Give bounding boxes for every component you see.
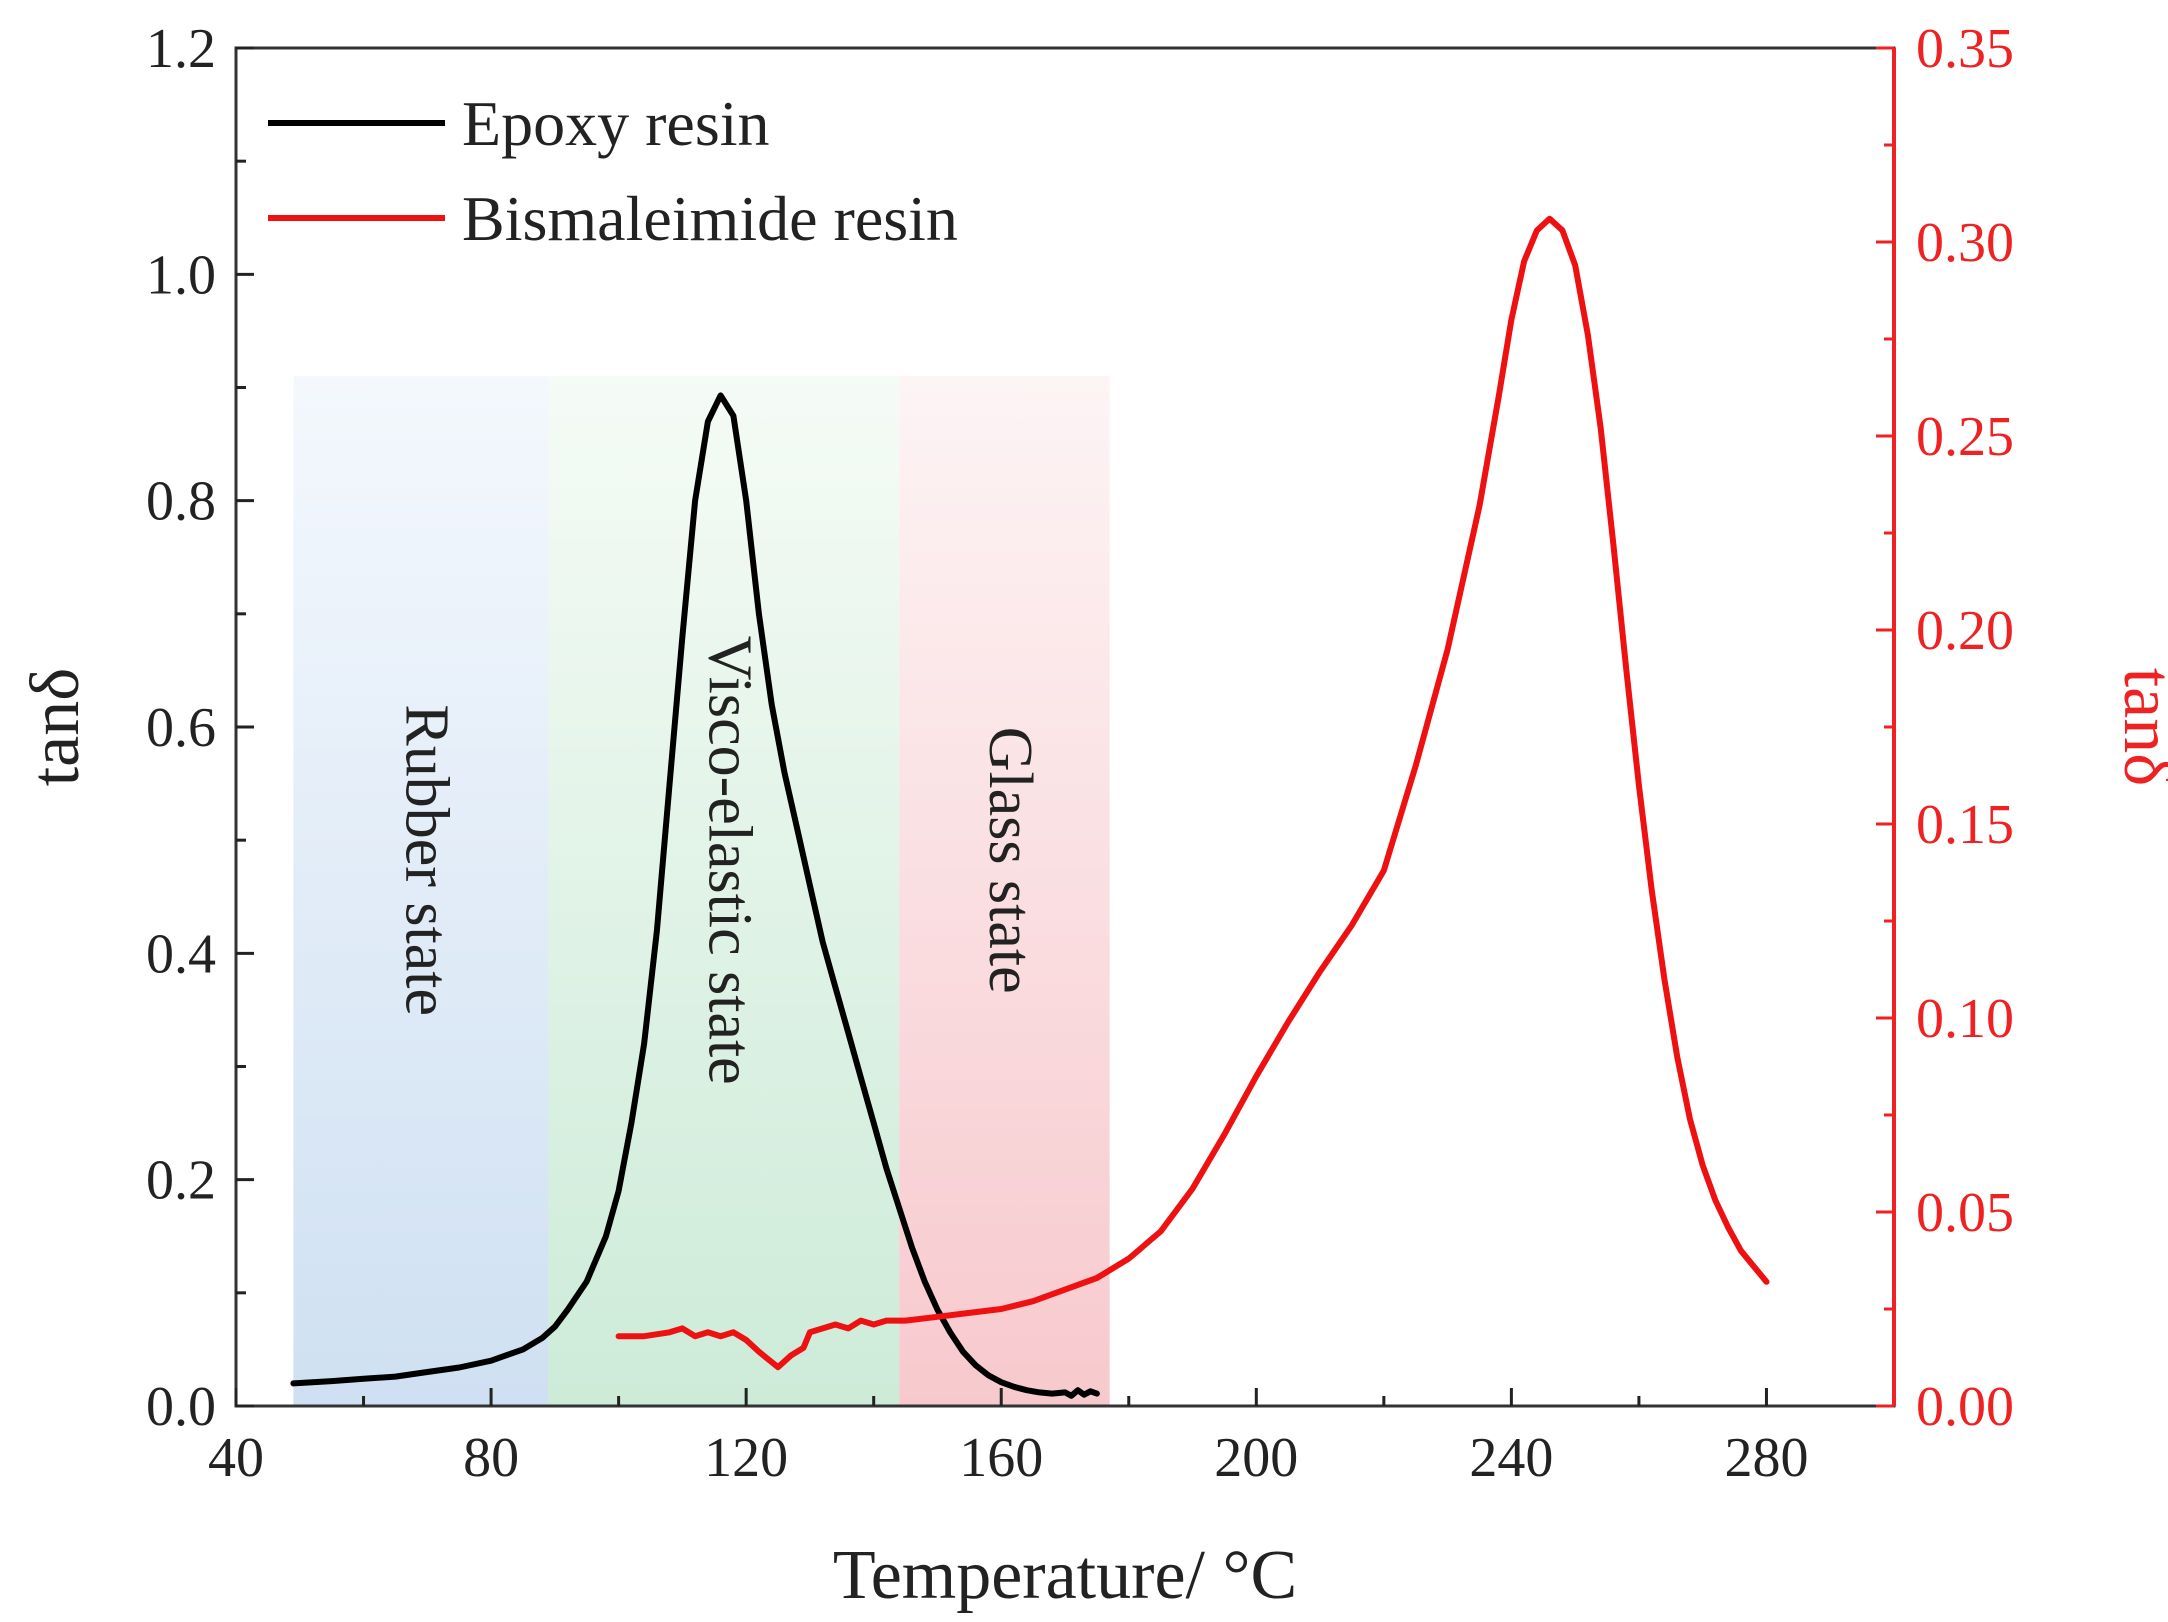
x-tick-label: 200 <box>1214 1427 1298 1489</box>
left-y-tick-label: 1.0 <box>146 244 216 306</box>
region-label-glass-state: Glass state <box>976 727 1044 994</box>
left-y-axis: 0.0 0.2 0.4 0.6 0.8 1.0 1.2 <box>146 18 254 1438</box>
series-line-epoxy-resin <box>290 392 1100 1399</box>
right-y-axis: 0.00 0.05 0.10 0.15 0.20 0.25 0.30 0.35 <box>1876 18 2014 1438</box>
x-tick-label: 280 <box>1724 1427 1808 1489</box>
x-tick-label: 40 <box>208 1427 264 1489</box>
left-y-tick-label: 0.4 <box>146 923 216 985</box>
left-y-tick-label: 0.2 <box>146 1150 216 1212</box>
right-y-tick-label: 0.20 <box>1916 600 2014 662</box>
right-y-tick-label: 0.30 <box>1916 212 2014 274</box>
left-y-tick-label: 0.8 <box>146 471 216 533</box>
x-tick-label: 160 <box>959 1427 1043 1489</box>
series-lines <box>290 215 1770 1399</box>
region-label-visco-elastic-state: Visco-elastic state <box>696 636 764 1085</box>
region-rubber-state <box>293 376 549 1406</box>
x-tick-label: 120 <box>704 1427 788 1489</box>
right-y-axis-title: tanδ <box>2109 668 2168 787</box>
left-y-axis-title: tanδ <box>17 668 94 787</box>
left-y-tick-label: 1.2 <box>146 18 216 80</box>
x-tick-label: 240 <box>1469 1427 1553 1489</box>
right-y-tick-label: 0.35 <box>1916 18 2014 80</box>
x-axis: 40 80 120 160 200 240 280 <box>208 1388 1808 1489</box>
x-axis-title: Temperature/ °C <box>833 1537 1297 1614</box>
legend-label-epoxy: Epoxy resin <box>462 88 770 159</box>
right-y-tick-label: 0.00 <box>1916 1376 2014 1438</box>
right-y-tick-label: 0.15 <box>1916 794 2014 856</box>
right-y-tick-label: 0.10 <box>1916 988 2014 1050</box>
left-y-tick-label: 0.6 <box>146 697 216 759</box>
right-y-tick-label: 0.25 <box>1916 406 2014 468</box>
x-tick-label: 80 <box>463 1427 519 1489</box>
region-glass-state <box>899 376 1110 1406</box>
series-line-bismaleimide-resin <box>615 215 1770 1371</box>
legend-label-bismaleimide: Bismaleimide resin <box>462 183 958 254</box>
legend: Epoxy resin Bismaleimide resin <box>268 88 958 254</box>
right-y-tick-label: 0.05 <box>1916 1182 2014 1244</box>
region-label-rubber-state: Rubber state <box>393 704 461 1016</box>
state-regions: Rubber state Visco-elastic state Glass sta… <box>293 376 1110 1406</box>
left-y-tick-label: 0.0 <box>146 1376 216 1438</box>
